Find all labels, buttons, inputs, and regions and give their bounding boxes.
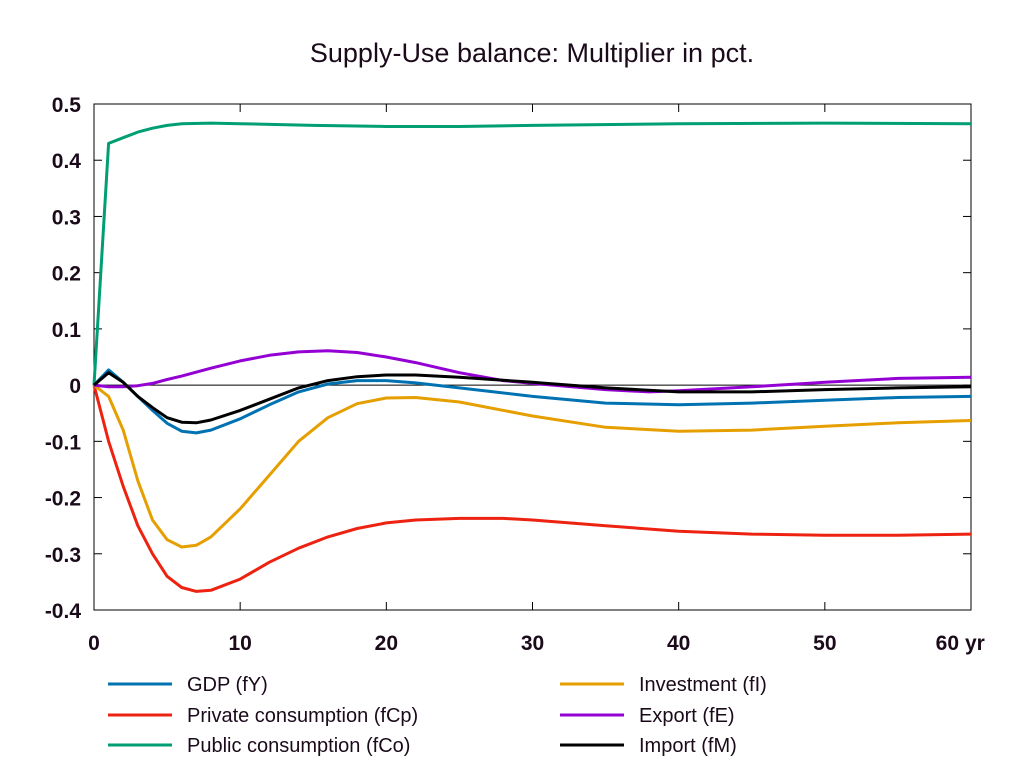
- y-tick-label: 0.3: [52, 206, 81, 229]
- x-tick-label: 60: [936, 632, 959, 655]
- x-tick-label: 10: [228, 632, 251, 655]
- y-tick-label: 0.4: [52, 150, 82, 173]
- x-tick-label: 40: [667, 632, 690, 655]
- chart-title: Supply-Use balance: Multiplier in pct.: [310, 38, 754, 68]
- y-tick-label: 0.1: [52, 319, 82, 342]
- series-line-1: [92, 384, 972, 593]
- series-line-3: [93, 383, 972, 549]
- y-tick-label: -0.3: [45, 544, 81, 567]
- series-line-5: [93, 371, 972, 425]
- legend-label: GDP (fY): [187, 674, 268, 696]
- y-tick-label: 0.5: [52, 94, 82, 117]
- legend-label: Public consumption (fCo): [187, 735, 410, 757]
- legend-label: Import (fM): [639, 735, 737, 757]
- legend-label: Export (fE): [639, 705, 735, 727]
- x-tick-label: 50: [813, 632, 836, 655]
- series-line-0: [92, 368, 972, 435]
- x-tick-label: 30: [521, 632, 544, 655]
- y-tick-label: 0.2: [52, 263, 81, 286]
- legend-label: Investment (fI): [639, 674, 767, 696]
- y-tick-label: 0: [69, 375, 81, 398]
- series-line-4: [93, 349, 972, 394]
- y-tick-label: -0.4: [45, 600, 82, 623]
- series-line-2: [92, 121, 972, 386]
- axes: -0.4 -0.3 -0.2 -0.1 0 0.1 0.2 0.3 0.4 0.5 0 10 20 30 4…: [45, 94, 985, 655]
- y-tick-label: -0.2: [45, 488, 81, 511]
- y-tick-label: -0.1: [45, 431, 82, 454]
- series-lines: [92, 121, 972, 593]
- x-tick-label: 0: [88, 632, 100, 655]
- x-tick-label: 20: [375, 632, 398, 655]
- legend-label: Private consumption (fCp): [187, 705, 418, 727]
- x-unit-label: yr: [965, 632, 985, 655]
- legend: GDP (fY) Private consumption (fCp) Public …: [108, 674, 767, 757]
